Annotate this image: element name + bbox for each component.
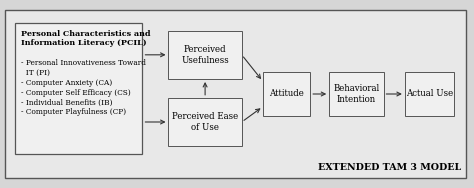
- Text: Attitude: Attitude: [269, 89, 304, 99]
- Text: - Personal Innovativeness Toward
  IT (PI)
- Computer Anxiety (CA)
- Computer Se: - Personal Innovativeness Toward IT (PI)…: [20, 59, 146, 117]
- FancyBboxPatch shape: [15, 23, 143, 154]
- FancyBboxPatch shape: [168, 98, 242, 146]
- Text: Perceived
Usefulness: Perceived Usefulness: [181, 45, 229, 64]
- Text: Perceived Ease
of Use: Perceived Ease of Use: [172, 112, 238, 132]
- FancyBboxPatch shape: [168, 31, 242, 79]
- Text: EXTENDED TAM 3 MODEL: EXTENDED TAM 3 MODEL: [318, 163, 462, 172]
- FancyBboxPatch shape: [263, 72, 310, 116]
- Text: Actual Use: Actual Use: [406, 89, 453, 99]
- FancyBboxPatch shape: [405, 72, 455, 116]
- FancyBboxPatch shape: [5, 10, 466, 178]
- Text: Personal Characteristics and
Information Literacy (PCIL): Personal Characteristics and Information…: [20, 30, 150, 47]
- FancyBboxPatch shape: [329, 72, 383, 116]
- Text: Behavioral
Intention: Behavioral Intention: [333, 84, 380, 104]
